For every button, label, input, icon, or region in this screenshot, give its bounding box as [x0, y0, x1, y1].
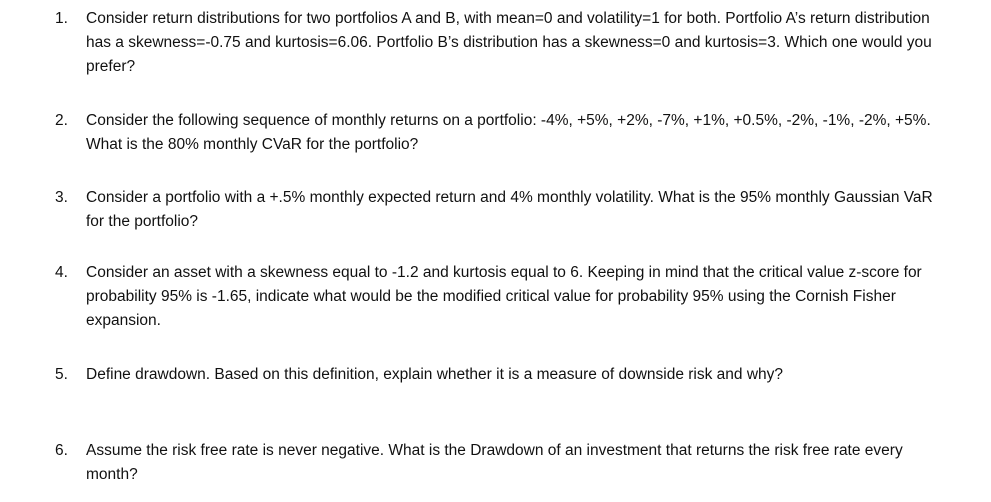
question-item: 3. Consider a portfolio with a +.5% mont… [55, 186, 955, 234]
question-number: 3. [55, 189, 68, 206]
question-text: Consider return distributions for two po… [86, 10, 932, 75]
question-text: Define drawdown. Based on this definitio… [86, 366, 784, 383]
question-text: Consider a portfolio with a +.5% monthly… [86, 189, 933, 230]
question-item: 5. Define drawdown. Based on this defini… [55, 363, 955, 387]
question-item: 6. Assume the risk free rate is never ne… [55, 439, 955, 487]
question-number: 2. [55, 112, 68, 129]
question-text: Consider the following sequence of month… [86, 112, 931, 153]
question-number: 1. [55, 10, 68, 27]
question-number: 4. [55, 264, 68, 281]
question-item: 4. Consider an asset with a skewness equ… [55, 261, 955, 333]
question-item: 2. Consider the following sequence of mo… [55, 109, 955, 157]
question-item: 1. Consider return distributions for two… [55, 7, 955, 79]
question-text: Assume the risk free rate is never negat… [86, 442, 903, 483]
question-number: 5. [55, 366, 68, 383]
question-text: Consider an asset with a skewness equal … [86, 264, 922, 329]
question-number: 6. [55, 442, 68, 459]
